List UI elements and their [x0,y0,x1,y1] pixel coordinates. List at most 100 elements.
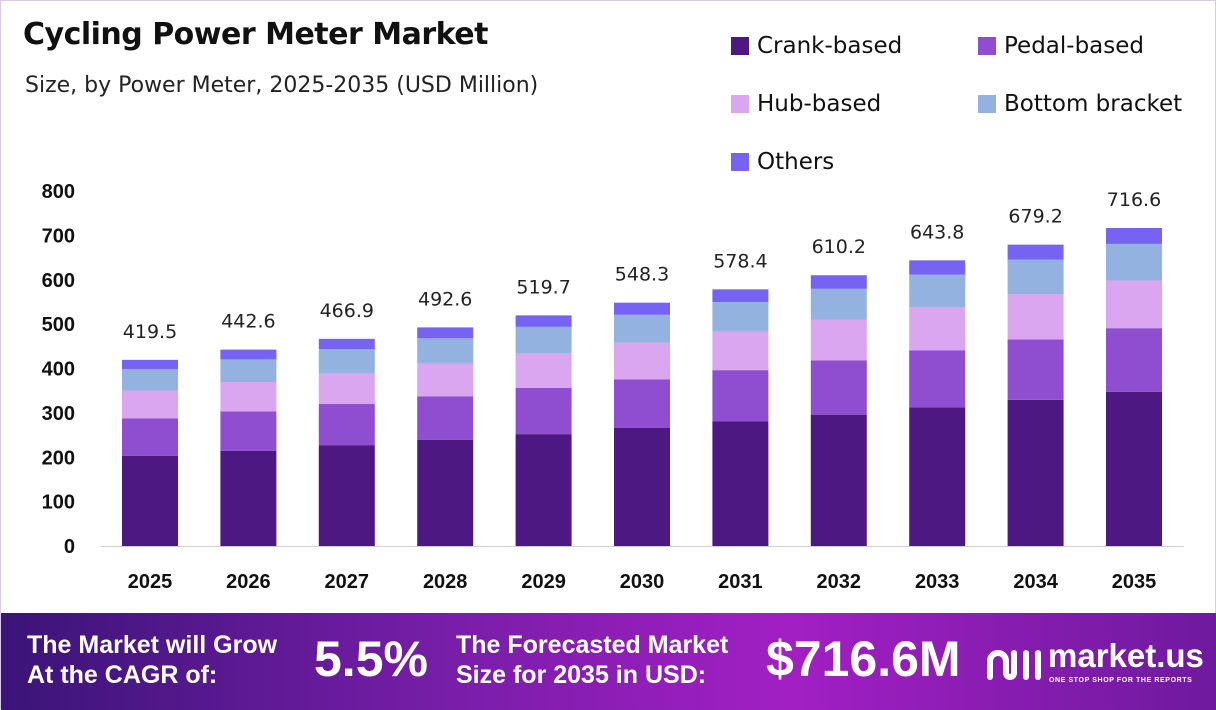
brand-icon [987,650,1041,680]
bar-segment-crank-based [712,421,769,546]
bar-segment-crank-based [417,439,474,546]
x-tick-label: 2031 [718,571,763,593]
legend-item-pedal-based: Pedal-based [978,33,1144,59]
bar-segment-hub-based [614,342,670,380]
x-tick-label: 2030 [620,571,665,593]
bar-segment-bottom-bracket [810,288,867,320]
x-tick-label: 2035 [1112,571,1157,593]
brand-tagline: ONE STOP SHOP FOR THE REPORTS [1049,677,1193,684]
bar-segment-bottom-bracket [1106,243,1162,281]
summary-banner: The Market will Grow At the CAGR of: 5.5… [1,613,1216,710]
cagr-label-line2: At the CAGR of: [27,661,218,689]
bar-segment-crank-based [318,445,375,546]
x-tick-label: 2028 [423,571,468,593]
bar-segment-crank-based [1106,391,1162,546]
chart-title: Cycling Power Meter Market [23,17,488,52]
legend: Crank-based Pedal-based Hub-based Bottom… [721,27,1211,187]
legend-label: Crank-based [757,33,903,59]
chart-subtitle: Size, by Power Meter, 2025-2035 (USD Mil… [25,73,539,98]
forecast-label: The Forecasted Market Size for 2035 in U… [456,630,728,690]
y-tick-label: 400 [42,359,75,381]
bar-segment-others [909,260,966,275]
x-tick-label: 2026 [226,571,271,593]
bar-total-label: 442.6 [221,311,275,333]
bar-segment-hub-based [122,390,178,419]
bar-total-label: 466.9 [320,300,374,322]
y-tick-label: 600 [42,270,75,292]
bar-segment-others [220,349,277,360]
legend-item-others: Others [731,149,834,175]
bar-segment-hub-based [318,372,375,405]
x-tick-label: 2029 [521,571,566,593]
bar-segment-bottom-bracket [515,326,572,354]
bar-segment-crank-based [614,427,670,546]
bar-segment-others [417,327,474,339]
legend-item-bottom-bracket: Bottom bracket [978,91,1182,117]
bar-segment-others [614,302,670,315]
bar-segment-bottom-bracket [318,349,375,373]
legend-swatch-hub-based [731,95,749,113]
legend-swatch-bottom-bracket [978,95,996,113]
x-tick-label: 2027 [325,571,370,593]
bar-total-label: 679.2 [1008,206,1062,228]
y-tick-label: 700 [42,225,75,247]
x-tick-label: 2034 [1013,571,1058,593]
bar-segment-others [712,289,769,303]
bar-segment-hub-based [1106,280,1162,329]
brand-name: market.us [1048,637,1204,674]
bar-segment-others [810,275,867,289]
bar-total-label: 519.7 [516,276,570,298]
legend-swatch-crank-based [731,37,749,55]
bar-segment-bottom-bracket [1007,259,1064,295]
bar-segment-pedal-based [515,387,572,435]
bar-segment-hub-based [712,331,769,371]
forecast-label-line1: The Forecasted Market [456,631,729,659]
bar-total-label: 492.6 [418,288,472,310]
bar-segment-bottom-bracket [122,369,178,391]
bar-segment-bottom-bracket [614,314,670,343]
cagr-label: The Market will Grow At the CAGR of: [27,630,277,690]
bar-segment-bottom-bracket [712,302,769,332]
bar-segment-bottom-bracket [220,359,277,382]
cagr-label-line1: The Market will Grow [27,631,278,659]
bar-segment-crank-based [122,455,178,546]
y-tick-label: 100 [42,492,75,514]
bar-segment-pedal-based [909,350,966,408]
x-tick-label: 2033 [915,571,960,593]
bar-segment-hub-based [515,353,572,388]
bar-segment-others [122,359,178,370]
bar-segment-others [1106,228,1162,244]
y-tick-label: 200 [42,447,75,469]
forecast-label-line2: Size for 2035 in USD: [456,661,707,689]
cagr-value: 5.5% [314,631,428,687]
y-tick-label: 0 [64,536,75,558]
legend-swatch-others [731,153,749,171]
y-tick-label: 800 [42,181,75,203]
legend-label: Bottom bracket [1004,91,1183,117]
bar-segment-others [318,338,375,350]
bar-segment-hub-based [417,363,474,397]
bar-total-label: 548.3 [615,264,669,286]
bar-segment-crank-based [1007,399,1064,546]
bar-segment-pedal-based [712,370,769,422]
bar-total-label: 610.2 [812,236,866,258]
bar-total-label: 716.6 [1107,189,1161,211]
bar-segment-pedal-based [1007,339,1064,400]
bar-segment-pedal-based [318,404,375,446]
bar-total-label: 419.5 [123,321,177,343]
bar-segment-crank-based [909,407,966,546]
legend-label: Pedal-based [1004,33,1145,59]
bar-segment-pedal-based [1106,328,1162,392]
bar-segment-pedal-based [220,411,277,451]
bar-segment-bottom-bracket [909,274,966,308]
bar-segment-pedal-based [614,379,670,428]
bar-segment-crank-based [515,434,572,546]
stacked-bar-chart: 0 100 200 300 400 500 600 700 800 419.5 2025 442.6 2… [42,181,1184,593]
x-tick-label: 2032 [817,571,862,593]
bar-segment-crank-based [220,450,277,546]
y-tick-label: 300 [42,403,75,425]
x-tick-label: 2025 [128,571,173,593]
legend-label: Hub-based [757,91,882,117]
bar-total-label: 578.4 [713,250,767,272]
